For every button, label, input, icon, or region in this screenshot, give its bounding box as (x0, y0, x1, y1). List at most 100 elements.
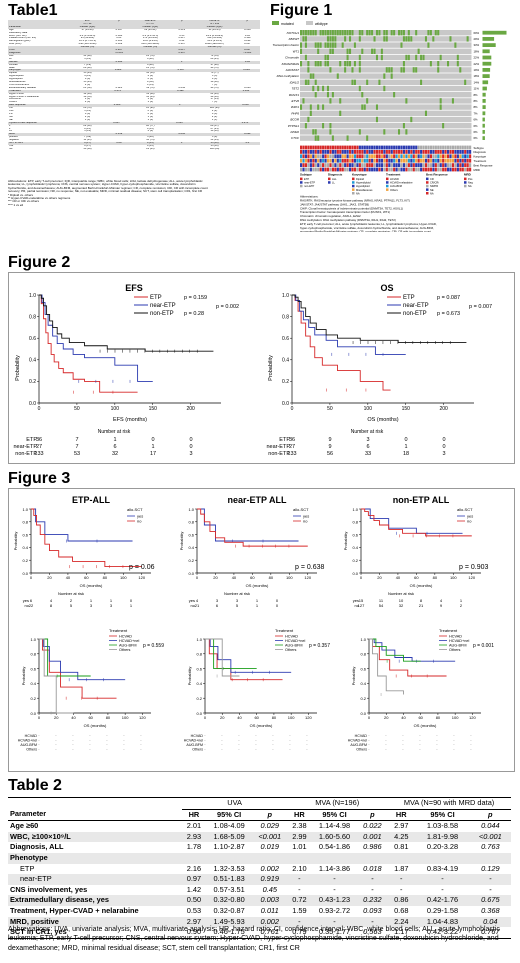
annotation-cell (304, 154, 308, 159)
p-value: p = 0.159 (184, 295, 207, 301)
annotation-cell (398, 150, 401, 154)
figure1-abbreviation-line: hyper-cyclophosphamide, vincristine sulf… (300, 226, 434, 230)
table2-cell: 1.04-4.83 (415, 916, 470, 928)
table2-cell: 0.986 (363, 842, 382, 852)
table1-cell: 0.069 (115, 43, 123, 46)
risk-count: 6 (216, 603, 219, 608)
table1-cell: 21 (58) (83, 86, 92, 89)
risk-count: 1 (256, 598, 259, 603)
gene-label: JAK/STAT (285, 68, 300, 72)
table2-cell: 1.17 (394, 927, 409, 937)
table1-row-label: ALL (9, 54, 14, 57)
table2-row: ETP 2.16 1.32-3.53 0.002 2.10 1.14-3.86 0.018 1… (8, 864, 511, 875)
table1-cell: 19 (53) (83, 95, 92, 98)
table1-row: Extramedullary disease 21 (58) 0.021 19 (70… (8, 87, 260, 90)
mutated-legend-swatch (272, 21, 279, 25)
annotation-cell (334, 150, 337, 154)
mutation-cell (314, 61, 317, 67)
annotation-cell (314, 167, 317, 172)
annotation-cell (393, 150, 396, 154)
gene-frequency-bar (482, 74, 490, 78)
figure1-abbreviation-line: augmented Berlin-Frankfurt-Münster regim… (300, 230, 431, 232)
table1-cell: 6 (22) (146, 63, 154, 66)
treatment-curve (369, 638, 421, 662)
risk-count: 127 (358, 603, 365, 608)
risk-placeholder: · (204, 739, 205, 743)
x-tick-label: 120 (138, 575, 145, 580)
mutation-cell (439, 104, 442, 110)
mutation-cell (447, 61, 450, 67)
risk-placeholder: · (89, 743, 90, 747)
annotation-cell (395, 158, 398, 163)
gene-frequency-label: 6% (474, 130, 479, 134)
annotation-cell (464, 150, 467, 154)
annotation-cell (361, 154, 364, 159)
near-etp-curve (292, 294, 406, 355)
mutation-cell (383, 30, 386, 36)
annotation-cell (447, 158, 450, 163)
table1-row: Hypodiploid 0 (0) 0 (0) 0 (0) (8, 78, 260, 81)
table1-cell: 1 *** (179, 104, 185, 107)
annotation-cell (447, 145, 450, 150)
wildtype-legend-swatch (306, 21, 313, 25)
legend-block-swatch (300, 181, 303, 184)
table1-row: N = 36 N = 27 N = 133 (8, 22, 260, 26)
table1-cell: 29 (21-41) (144, 28, 157, 31)
mutation-cell (383, 129, 386, 135)
annotation-cell (324, 167, 327, 172)
mutation-cell (373, 48, 376, 54)
mutation-cell (429, 30, 432, 36)
table1-cell: 1 (3) (84, 118, 91, 121)
annotation-cell (329, 163, 332, 167)
annotation-cell (437, 145, 440, 150)
risk-placeholder: · (38, 743, 39, 747)
annotation-cell (429, 163, 432, 167)
risk-count: 2 (70, 598, 73, 603)
mutation-cell (304, 30, 307, 36)
etp-curve (39, 294, 138, 393)
mutation-cell (317, 48, 320, 54)
mutation-cell (373, 36, 376, 42)
annotation-cell (412, 150, 415, 154)
mutation-cell (314, 129, 317, 135)
risk-group-label: HCVAD+nel (348, 739, 367, 743)
risk-placeholder: · (436, 739, 437, 743)
legend-label: yes (303, 514, 309, 519)
table1-cell: 15 (11) (210, 144, 219, 147)
mutation-cell (329, 67, 332, 73)
table1: ETP p near-ETP p non-ETP p N = 36 N = 27 N = 133… (8, 20, 260, 178)
gene-row-bg (300, 98, 472, 104)
annotation-cell (334, 158, 337, 163)
table2-cell: 1.14-3.86 (318, 863, 351, 873)
mutation-cell (424, 36, 427, 42)
table2-cell (469, 852, 511, 864)
annotation-cell (344, 167, 347, 172)
figure1: mutated wildtype NOTCH1 60% FBXW7 29% Transcri… (268, 20, 514, 238)
risk-placeholder: · (255, 739, 256, 743)
gene-frequency-label: 33% (474, 43, 480, 47)
annotation-cell (380, 154, 383, 159)
mutation-cell (349, 36, 352, 42)
annotation-cell (417, 167, 420, 172)
mutation-cell (410, 116, 413, 123)
mutation-cell (326, 61, 329, 67)
table1-row: ETP p near-ETP p non-ETP p (8, 20, 260, 23)
mutation-cell (319, 42, 322, 48)
annotation-cell (432, 150, 435, 154)
annotation-cell (415, 167, 418, 172)
table2-cell: 0.51-1.83 (206, 874, 253, 885)
risk-count: 8 (50, 603, 53, 608)
gene-frequency-label: 7% (474, 111, 479, 115)
legend-label: yes (137, 514, 143, 519)
table1-row-label: Extramedullary disease (9, 86, 36, 89)
mutation-cell (366, 135, 369, 141)
annotation-cell (402, 145, 406, 150)
legend-label: AUG-BFM (449, 644, 467, 648)
annotation-cell (412, 167, 415, 172)
annotation-cell (456, 167, 459, 172)
mutation-cell (407, 36, 410, 42)
risk-placeholder: · (436, 734, 437, 738)
mutation-cell (304, 79, 307, 85)
mutation-cell (368, 30, 371, 36)
risk-placeholder: · (238, 739, 239, 743)
